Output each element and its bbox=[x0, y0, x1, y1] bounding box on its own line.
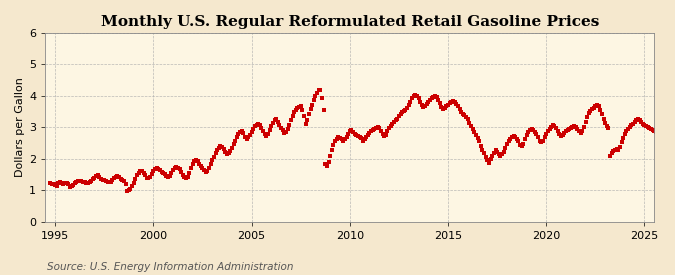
Y-axis label: Dollars per Gallon: Dollars per Gallon bbox=[15, 77, 25, 177]
Title: Monthly U.S. Regular Reformulated Retail Gasoline Prices: Monthly U.S. Regular Reformulated Retail… bbox=[101, 15, 599, 29]
Text: Source: U.S. Energy Information Administration: Source: U.S. Energy Information Administ… bbox=[47, 262, 294, 272]
